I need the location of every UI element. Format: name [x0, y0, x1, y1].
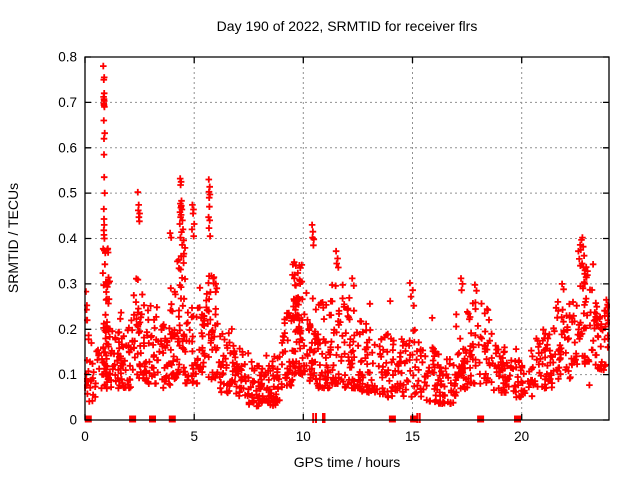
scatter-points: [84, 62, 610, 410]
x-tick-label: 20: [514, 429, 529, 444]
zero-flag-bars: [312, 413, 421, 423]
x-tick-label: 0: [81, 429, 89, 444]
tick-labels: 0 5 10 15 20 0 0.1 0.2 0.3 0.4 0.5 0.6 0.7 0.8: [58, 50, 529, 445]
chart-title: Day 190 of 2022, SRMTID for receiver flr…: [217, 18, 478, 34]
y-tick-label: 0.8: [58, 50, 77, 65]
y-tick-label: 0.5: [58, 186, 77, 201]
y-tick-label: 0.1: [58, 367, 77, 382]
y-tick-label: 0: [69, 413, 77, 428]
plot-border: [84, 56, 610, 421]
y-tick-label: 0.4: [58, 231, 77, 246]
y-tick-label: 0.7: [58, 95, 77, 110]
x-tick-label: 10: [296, 429, 311, 444]
x-axis-label: GPS time / hours: [294, 454, 401, 470]
y-axis-label: SRMTID / TECUs: [5, 183, 21, 293]
x-tick-label: 5: [190, 429, 198, 444]
y-tick-label: 0.3: [58, 276, 77, 291]
x-tick-label: 15: [405, 429, 420, 444]
y-tick-label: 0.2: [58, 322, 77, 337]
data-points-plus-markers: [84, 62, 610, 410]
plot-frame: [84, 56, 610, 421]
y-tick-label: 0.6: [58, 140, 77, 155]
